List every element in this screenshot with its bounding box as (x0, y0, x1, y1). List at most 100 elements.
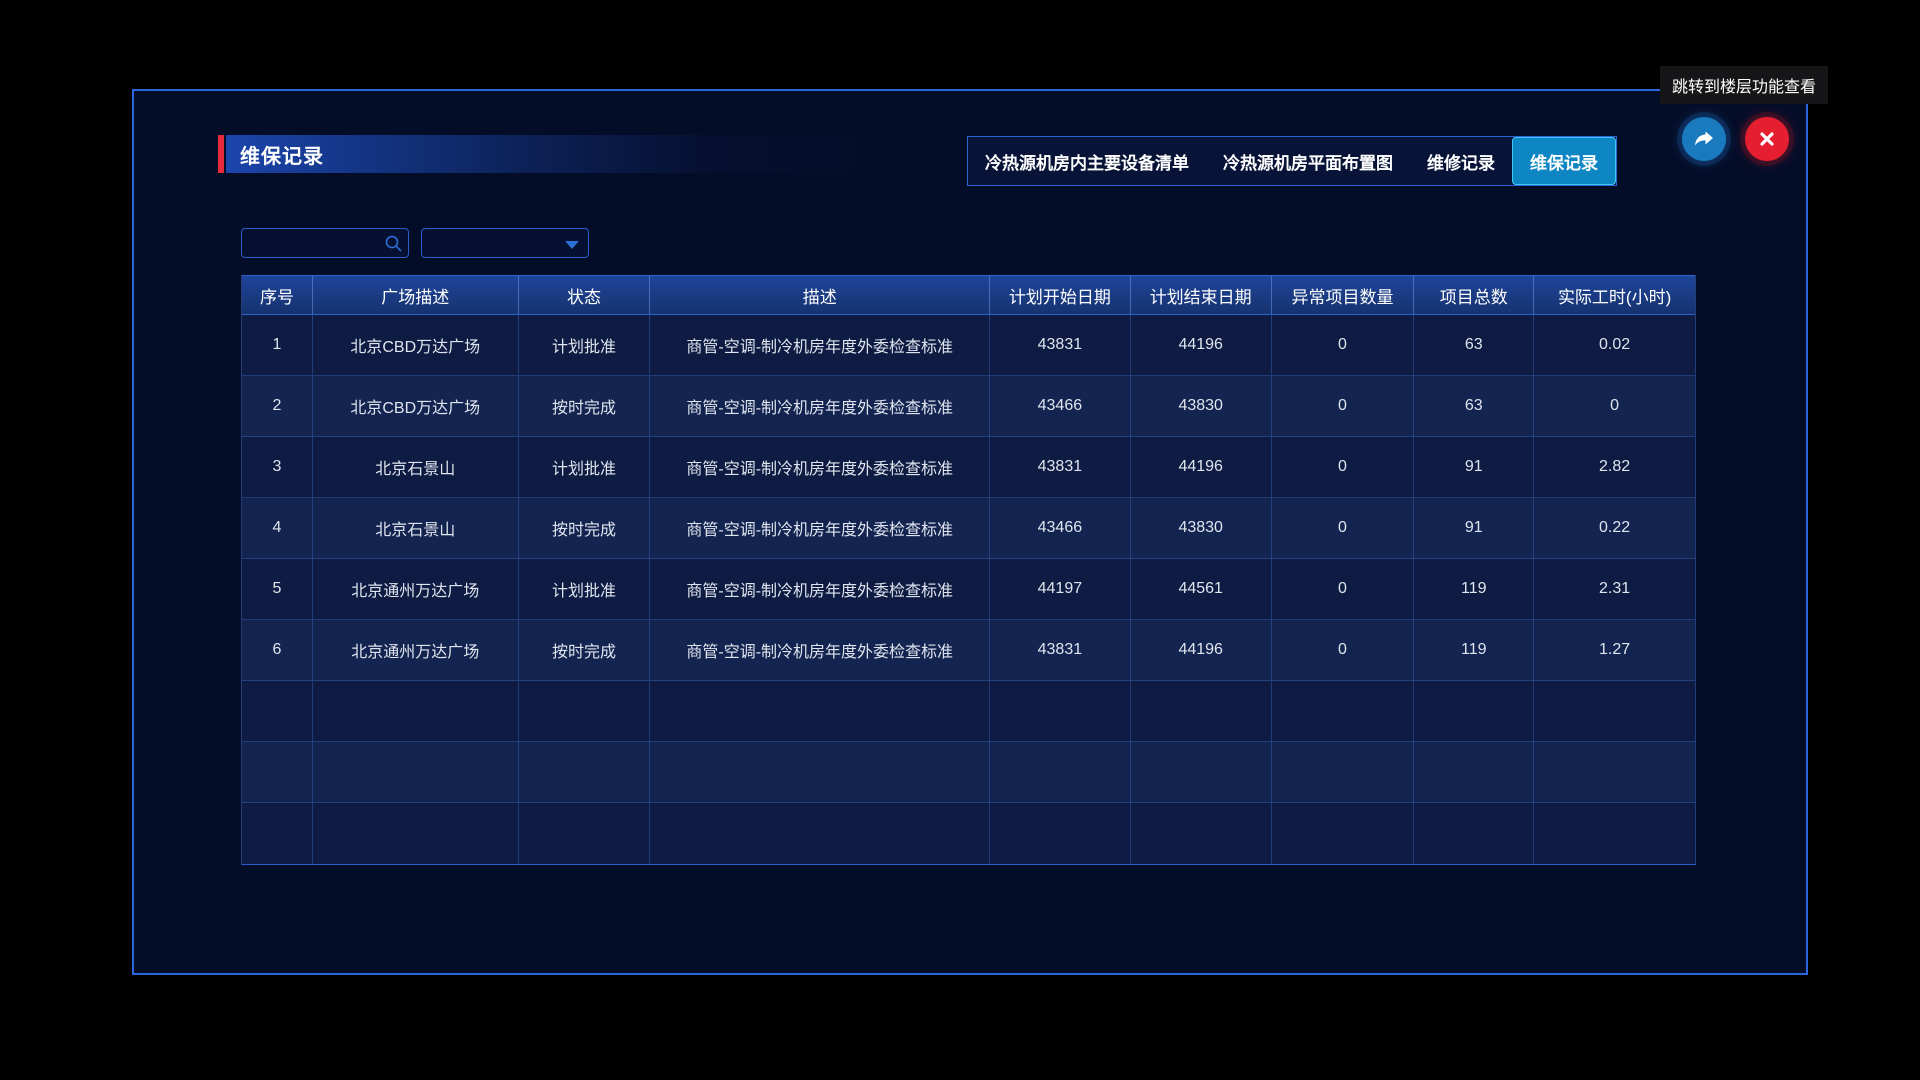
table-cell (1534, 803, 1695, 864)
table-cell: 0 (1272, 437, 1415, 497)
table-cell: 44196 (1131, 315, 1272, 375)
table-cell (1131, 742, 1272, 802)
table-cell: 44197 (990, 559, 1131, 619)
table-cell: 计划批准 (519, 437, 651, 497)
share-arrow-icon (1692, 127, 1716, 151)
table-cell (1414, 681, 1535, 741)
table-cell: 91 (1414, 437, 1535, 497)
table-row[interactable]: 5 北京通州万达广场 计划批准 商管-空调-制冷机房年度外委检查标准 44197 4456… (242, 559, 1695, 620)
table-cell: 北京CBD万达广场 (313, 315, 519, 375)
table-row[interactable]: 3 北京石景山 计划批准 商管-空调-制冷机房年度外委检查标准 43831 44196 0 9… (242, 437, 1695, 498)
table-cell: 44196 (1131, 620, 1272, 680)
table-cell (990, 681, 1131, 741)
header-cell: 计划开始日期 (990, 276, 1131, 314)
table-cell: 商管-空调-制冷机房年度外委检查标准 (650, 437, 990, 497)
table-cell (313, 803, 519, 864)
header-cell: 状态 (519, 276, 651, 314)
table-cell: 6 (242, 620, 313, 680)
table-cell: 按时完成 (519, 376, 651, 436)
table-cell (242, 681, 313, 741)
table-cell (519, 681, 651, 741)
table-cell: 商管-空调-制冷机房年度外委检查标准 (650, 620, 990, 680)
table-cell: 计划批准 (519, 315, 651, 375)
tab-0[interactable]: 冷热源机房内主要设备清单 (985, 153, 1189, 173)
table-cell: 0 (1272, 620, 1415, 680)
header-cell: 序号 (242, 276, 313, 314)
table-cell: 北京石景山 (313, 498, 519, 558)
search-icon[interactable] (383, 233, 403, 253)
filter-dropdown[interactable] (421, 228, 589, 258)
table-cell: 43830 (1131, 498, 1272, 558)
search-input[interactable] (241, 228, 409, 258)
table-cell: 3 (242, 437, 313, 497)
page-title-label: 维保记录 (240, 145, 324, 168)
table-cell: 2 (242, 376, 313, 436)
table-cell: 北京通州万达广场 (313, 559, 519, 619)
maintenance-panel: 维保记录 冷热源机房内主要设备清单 冷热源机房平面布置图 维修记录 维保记录 (132, 89, 1808, 975)
table-cell: 119 (1414, 559, 1535, 619)
table-cell: 0 (1610, 397, 1620, 414)
table-cell (1534, 742, 1695, 802)
table-body: 1 北京CBD万达广场 计划批准 商管-空调-制冷机房年度外委检查标准 43831 441… (242, 315, 1695, 864)
table-cell: 商管-空调-制冷机房年度外委检查标准 (650, 559, 990, 619)
empty-table-row (242, 681, 1695, 742)
table-cell (650, 681, 990, 741)
tab-bar: 冷热源机房内主要设备清单 冷热源机房平面布置图 维修记录 维保记录 (967, 136, 1617, 186)
table-row[interactable]: 1 北京CBD万达广场 计划批准 商管-空调-制冷机房年度外委检查标准 43831 441… (242, 315, 1695, 376)
table-cell: 43831 (990, 315, 1131, 375)
header-cell: 计划结束日期 (1131, 276, 1272, 314)
table-cell: 44561 (1131, 559, 1272, 619)
table-cell (313, 681, 519, 741)
table-cell (242, 803, 313, 864)
table-cell: 0 (1272, 559, 1415, 619)
table-cell: 按时完成 (519, 498, 651, 558)
table-cell: 按时完成 (519, 620, 651, 680)
search-box (241, 228, 409, 258)
table-cell: 2.82 (1599, 458, 1631, 475)
table-cell (650, 803, 990, 864)
chevron-down-icon (565, 241, 579, 249)
table-controls (241, 228, 589, 258)
table-cell (1272, 681, 1415, 741)
table-cell: 计划批准 (519, 559, 651, 619)
table-cell: 119 (1414, 620, 1535, 680)
table-row[interactable]: 6 北京通州万达广场 按时完成 商管-空调-制冷机房年度外委检查标准 43831 4419… (242, 620, 1695, 681)
table-cell: 1.27 (1599, 641, 1631, 658)
header-cell: 描述 (650, 276, 990, 314)
table-cell: 0.02 (1599, 336, 1631, 353)
table-cell (990, 742, 1131, 802)
table-cell (519, 742, 651, 802)
page-title: 维保记录 (218, 135, 866, 173)
table-cell (1414, 742, 1535, 802)
tab-1[interactable]: 冷热源机房平面布置图 (1223, 153, 1393, 173)
table-cell: 63 (1414, 376, 1535, 436)
table-cell: 0.22 (1599, 519, 1631, 536)
table-cell: 商管-空调-制冷机房年度外委检查标准 (650, 376, 990, 436)
table-cell: 商管-空调-制冷机房年度外委检查标准 (650, 315, 990, 375)
close-icon (1757, 129, 1777, 149)
table-cell: 0 (1272, 376, 1415, 436)
table-cell (1131, 803, 1272, 864)
table-cell: 1 (242, 315, 313, 375)
table-row[interactable]: 2 北京CBD万达广场 按时完成 商管-空调-制冷机房年度外委检查标准 43466 438… (242, 376, 1695, 437)
close-button[interactable] (1745, 117, 1789, 161)
table-cell: 4 (242, 498, 313, 558)
table-cell (1534, 681, 1695, 741)
title-accent-bar (218, 135, 224, 173)
table-cell: 0 (1272, 498, 1415, 558)
table-cell: 44196 (1131, 437, 1272, 497)
table-cell: 5 (242, 559, 313, 619)
table-cell: 43831 (990, 437, 1131, 497)
table-cell (650, 742, 990, 802)
table-cell (242, 742, 313, 802)
table-cell: 43831 (990, 620, 1131, 680)
table-row[interactable]: 4 北京石景山 按时完成 商管-空调-制冷机房年度外委检查标准 43466 43830 0 9… (242, 498, 1695, 559)
maintenance-table: 序号 广场描述 状态 描述 计划开始日期 计划结束日期 异常项目数量 项目总数 实际工时(小时)… (241, 275, 1696, 865)
tab-2[interactable]: 维修记录 (1427, 153, 1495, 173)
table-cell (519, 803, 651, 864)
table-cell: 43466 (990, 498, 1131, 558)
jump-to-floor-button[interactable] (1682, 117, 1726, 161)
table-cell (990, 803, 1131, 864)
tab-3-active[interactable]: 维保记录 (1512, 137, 1616, 185)
table-cell: 2.31 (1599, 580, 1631, 597)
